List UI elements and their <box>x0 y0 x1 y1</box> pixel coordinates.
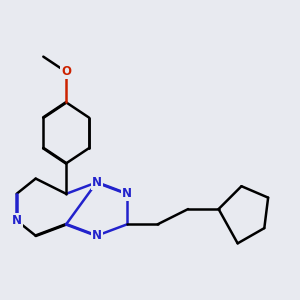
Text: N: N <box>12 214 22 227</box>
Text: N: N <box>122 187 132 200</box>
Text: O: O <box>61 65 71 78</box>
Text: N: N <box>92 229 102 242</box>
Text: N: N <box>92 176 102 189</box>
